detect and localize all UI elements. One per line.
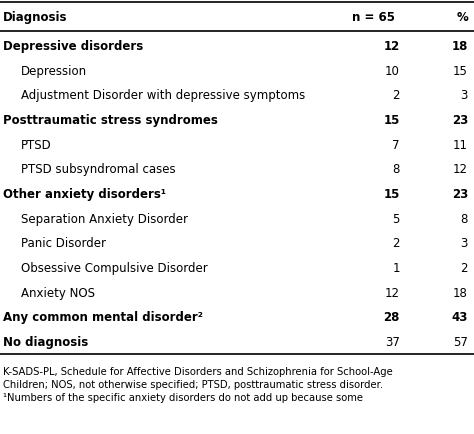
- Text: K-SADS-PL, Schedule for Affective Disorders and Schizophrenia for School-Age: K-SADS-PL, Schedule for Affective Disord…: [3, 366, 393, 376]
- Text: 15: 15: [453, 64, 468, 77]
- Text: Panic Disorder: Panic Disorder: [21, 237, 106, 250]
- Text: 12: 12: [384, 40, 400, 53]
- Text: Other anxiety disorders¹: Other anxiety disorders¹: [3, 187, 166, 201]
- Text: 11: 11: [453, 138, 468, 151]
- Text: Separation Anxiety Disorder: Separation Anxiety Disorder: [21, 212, 188, 225]
- Text: 23: 23: [452, 114, 468, 127]
- Text: 37: 37: [385, 335, 400, 349]
- Text: 2: 2: [392, 237, 400, 250]
- Text: PTSD subsyndromal cases: PTSD subsyndromal cases: [21, 163, 176, 176]
- Text: Posttraumatic stress syndromes: Posttraumatic stress syndromes: [3, 114, 218, 127]
- Text: 1: 1: [392, 261, 400, 274]
- Text: %: %: [456, 11, 468, 24]
- Text: Obsessive Compulsive Disorder: Obsessive Compulsive Disorder: [21, 261, 208, 274]
- Text: 12: 12: [385, 286, 400, 299]
- Text: Children; NOS, not otherwise specified; PTSD, posttraumatic stress disorder.: Children; NOS, not otherwise specified; …: [3, 379, 383, 389]
- Text: n = 65: n = 65: [352, 11, 395, 24]
- Text: 5: 5: [392, 212, 400, 225]
- Text: 8: 8: [461, 212, 468, 225]
- Text: 57: 57: [453, 335, 468, 349]
- Text: Adjustment Disorder with depressive symptoms: Adjustment Disorder with depressive symp…: [21, 89, 305, 102]
- Text: ¹Numbers of the specific anxiety disorders do not add up because some: ¹Numbers of the specific anxiety disorde…: [3, 392, 363, 402]
- Text: 2: 2: [392, 89, 400, 102]
- Text: Depressive disorders: Depressive disorders: [3, 40, 143, 53]
- Text: No diagnosis: No diagnosis: [3, 335, 88, 349]
- Text: 3: 3: [461, 89, 468, 102]
- Text: 23: 23: [452, 187, 468, 201]
- Text: 18: 18: [452, 40, 468, 53]
- Text: 12: 12: [453, 163, 468, 176]
- Text: Diagnosis: Diagnosis: [3, 11, 67, 24]
- Text: 7: 7: [392, 138, 400, 151]
- Text: 18: 18: [453, 286, 468, 299]
- Text: Depression: Depression: [21, 64, 87, 77]
- Text: Any common mental disorder²: Any common mental disorder²: [3, 311, 203, 324]
- Text: 3: 3: [461, 237, 468, 250]
- Text: 28: 28: [383, 311, 400, 324]
- Text: 15: 15: [383, 114, 400, 127]
- Text: PTSD: PTSD: [21, 138, 52, 151]
- Text: 15: 15: [383, 187, 400, 201]
- Text: 10: 10: [385, 64, 400, 77]
- Text: 2: 2: [461, 261, 468, 274]
- Text: 43: 43: [452, 311, 468, 324]
- Text: Anxiety NOS: Anxiety NOS: [21, 286, 95, 299]
- Text: 8: 8: [392, 163, 400, 176]
